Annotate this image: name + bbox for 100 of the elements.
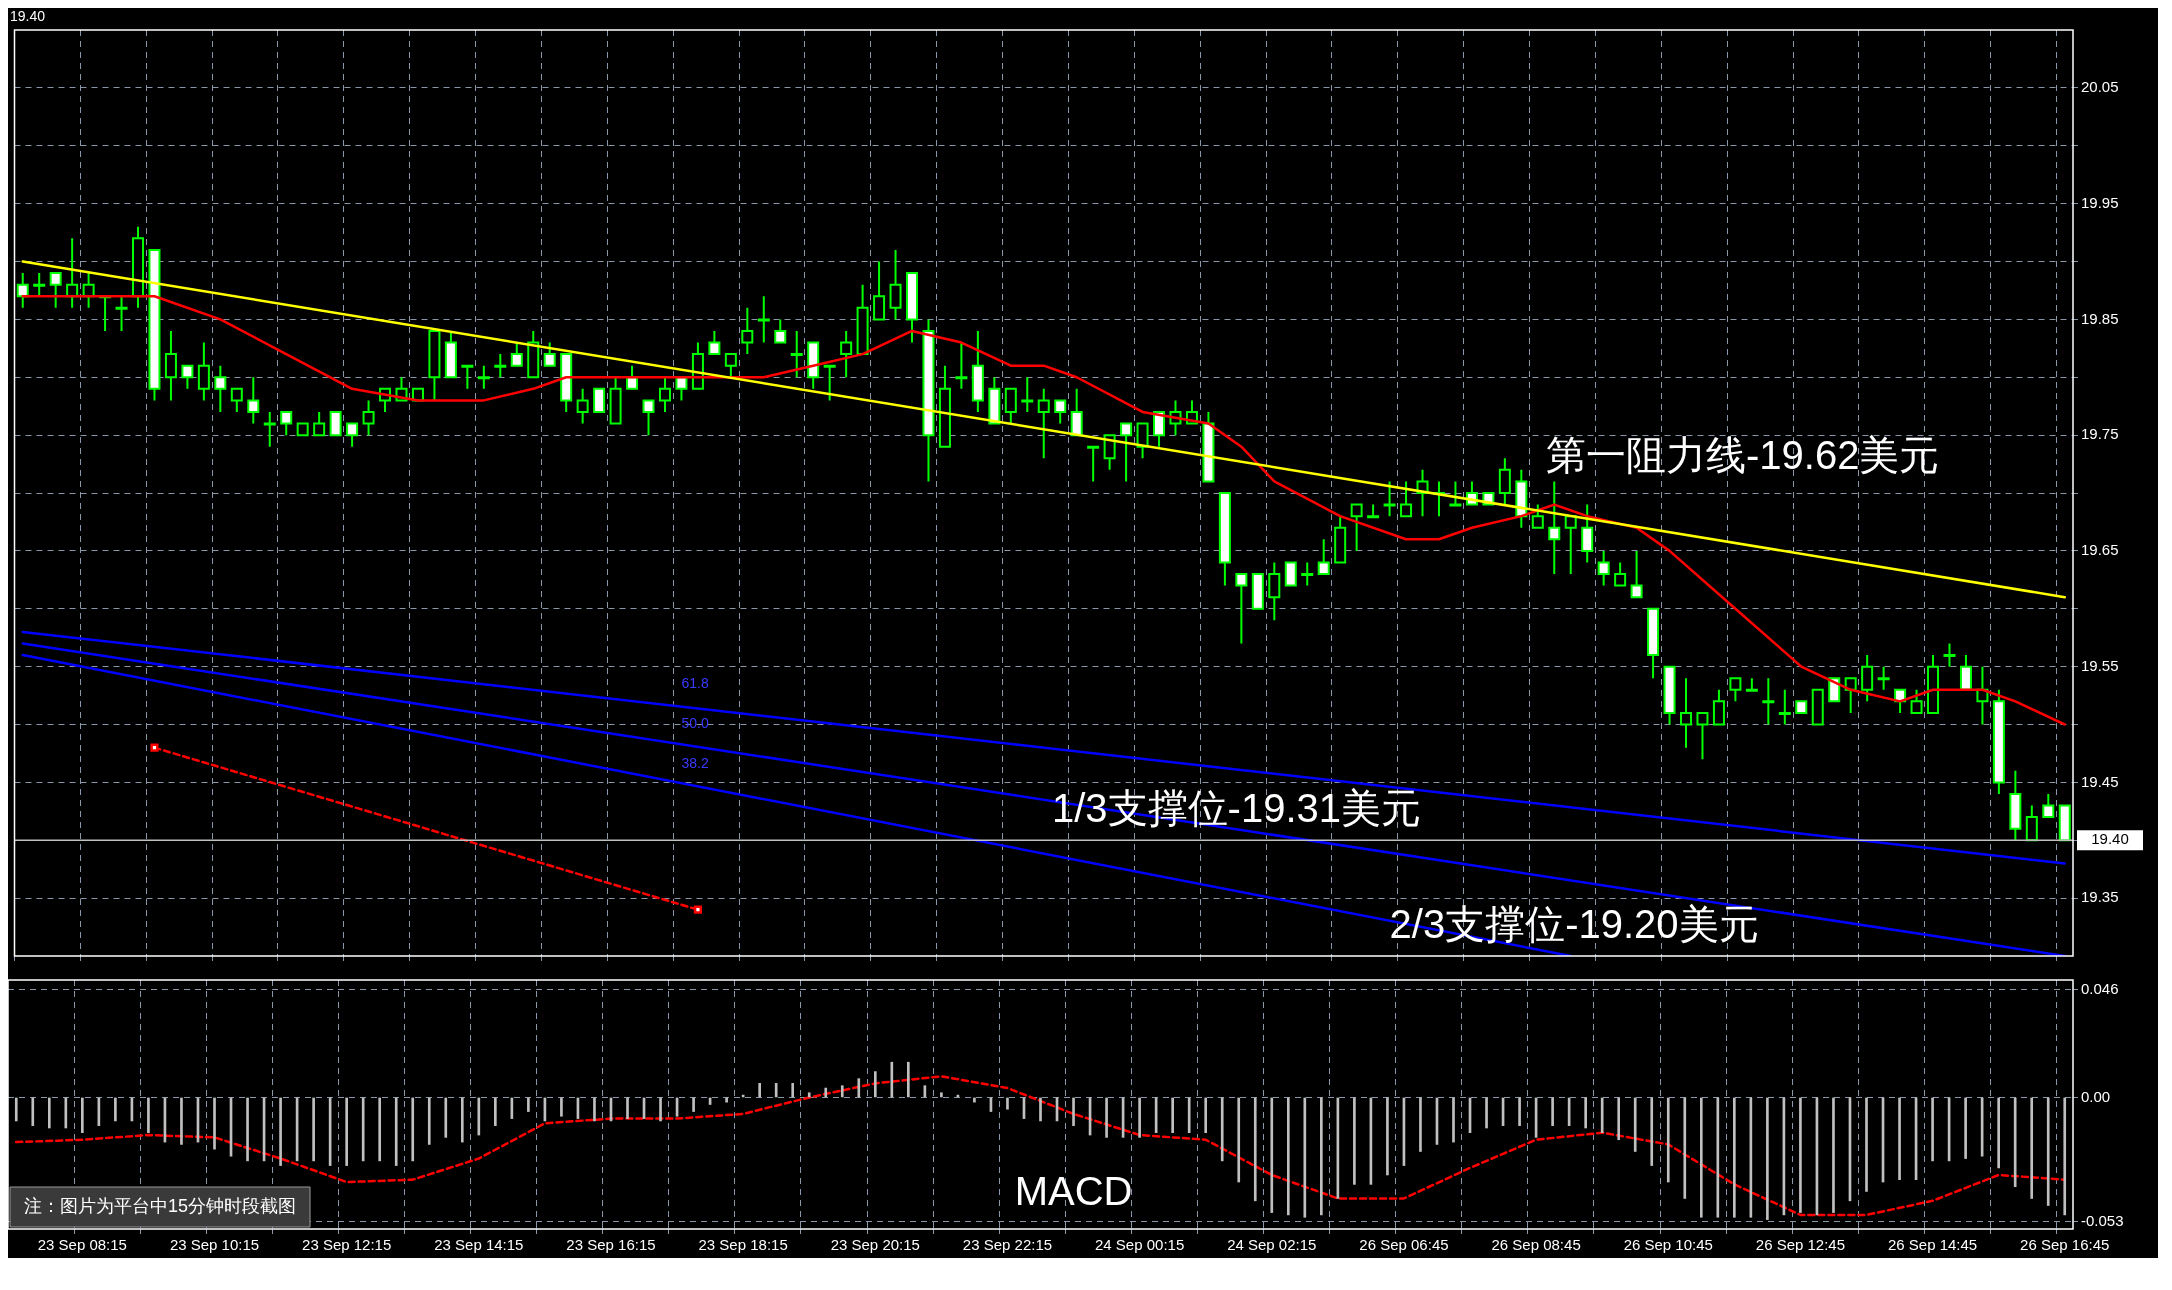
- bar: [1237, 1097, 1241, 1183]
- candlestick: [790, 329, 803, 379]
- candlestick: [82, 272, 95, 309]
- bar: [1865, 1097, 1868, 1192]
- annotation: 第一阻力线-19.62美元: [1546, 433, 1940, 478]
- bar: [1617, 1097, 1621, 1141]
- candlestick: [477, 364, 490, 390]
- candlestick: [1992, 688, 2005, 795]
- candlestick: [642, 399, 655, 437]
- candlestick: [741, 306, 754, 356]
- candlestick: [955, 341, 968, 390]
- candlestick: [1235, 573, 1248, 645]
- candlestick: [263, 410, 276, 448]
- x-tick-label: 23 Sep 22:15: [962, 1236, 1053, 1254]
- bar: [1584, 1097, 1587, 1129]
- bar: [378, 1097, 382, 1162]
- candlestick: [346, 422, 359, 448]
- candlestick: [527, 329, 540, 379]
- x-tick-label: 26 Sep 10:45: [1623, 1236, 1713, 1254]
- x-tick-label: 23 Sep 12:15: [302, 1236, 392, 1254]
- bar: [1187, 1097, 1191, 1134]
- candlestick: [988, 376, 1001, 425]
- y-tick-label: 19.65: [2081, 541, 2119, 559]
- y-tick-label: -0.053: [2081, 1212, 2124, 1230]
- x-tick-label: 26 Sep 06:45: [1359, 1236, 1449, 1254]
- candlestick: [49, 272, 62, 309]
- bar: [494, 1097, 497, 1126]
- bar: [1600, 1097, 1604, 1134]
- candlestick: [2025, 804, 2038, 842]
- candlestick: [1103, 434, 1116, 471]
- candlestick: [724, 353, 737, 379]
- bar: [31, 1097, 35, 1126]
- candlestick: [708, 329, 721, 356]
- candlestick: [1564, 515, 1577, 576]
- candlestick: [296, 422, 309, 437]
- bar: [1650, 1097, 1654, 1166]
- bar: [2046, 1097, 2050, 1206]
- candlestick: [1004, 387, 1017, 425]
- bar: [692, 1097, 695, 1112]
- candlestick: [757, 295, 770, 344]
- candlestick: [938, 364, 951, 448]
- bar: [1716, 1097, 1720, 1218]
- x-tick-label: 26 Sep 08:45: [1491, 1236, 1581, 1254]
- bar: [840, 1085, 844, 1098]
- candlestick: [1070, 387, 1083, 437]
- bar: [460, 1097, 464, 1143]
- candlestick: [1136, 422, 1149, 460]
- bar: [907, 1061, 910, 1098]
- bar: [1303, 1097, 1307, 1218]
- bar: [873, 1071, 877, 1098]
- bar: [890, 1061, 894, 1098]
- bar: [1683, 1097, 1687, 1199]
- candlestick: [1762, 677, 1775, 726]
- candlestick: [1927, 654, 1940, 714]
- candlestick: [1120, 422, 1133, 483]
- candlestick: [1515, 468, 1528, 529]
- bar: [626, 1097, 629, 1119]
- bar: [1286, 1097, 1290, 1216]
- bar: [1419, 1097, 1422, 1152]
- y-tick-label: 19.55: [2081, 656, 2119, 674]
- candlestick: [280, 410, 293, 437]
- candlestick: [1959, 654, 1972, 691]
- bar: [758, 1083, 761, 1098]
- bar: [593, 1097, 596, 1122]
- candlestick: [197, 341, 210, 402]
- x-tick-label: 24 Sep 02:15: [1227, 1236, 1317, 1254]
- bar: [81, 1097, 84, 1134]
- candlestick: [132, 225, 145, 309]
- bar: [47, 1097, 51, 1129]
- bar: [2013, 1097, 2017, 1188]
- candlestick: [510, 341, 523, 367]
- bar: [14, 1097, 18, 1122]
- ref-line-label: 19.40: [2091, 830, 2129, 848]
- bar: [1766, 1097, 1769, 1220]
- bar: [394, 1097, 398, 1166]
- y-tick-label: 19.75: [2081, 425, 2119, 443]
- candlestick: [148, 248, 161, 402]
- candlestick: [774, 318, 787, 344]
- bar: [1832, 1097, 1835, 1213]
- candlestick: [428, 329, 441, 402]
- bar: [1931, 1097, 1934, 1162]
- x-tick-label: 23 Sep 08:15: [37, 1236, 127, 1254]
- bar: [1898, 1097, 1901, 1180]
- y-tick-label: 0.00: [2081, 1087, 2111, 1105]
- candlestick: [1778, 688, 1791, 726]
- annotation: 注：图片为平台中15分钟时段截图: [24, 1195, 297, 1216]
- candlestick: [1498, 457, 1511, 506]
- bar: [411, 1097, 415, 1162]
- candlestick: [313, 410, 326, 437]
- x-tick-label: 23 Sep 20:15: [830, 1236, 920, 1254]
- bar: [1997, 1097, 2000, 1169]
- candlestick: [33, 272, 46, 298]
- bar: [444, 1097, 448, 1138]
- bar: [1666, 1097, 1670, 1183]
- bar: [213, 1097, 216, 1150]
- candlestick: [1531, 503, 1544, 529]
- x-tick-label: 26 Sep 16:45: [2020, 1236, 2110, 1254]
- candlestick: [1087, 445, 1100, 483]
- bar: [774, 1083, 778, 1098]
- candlestick: [1153, 410, 1166, 448]
